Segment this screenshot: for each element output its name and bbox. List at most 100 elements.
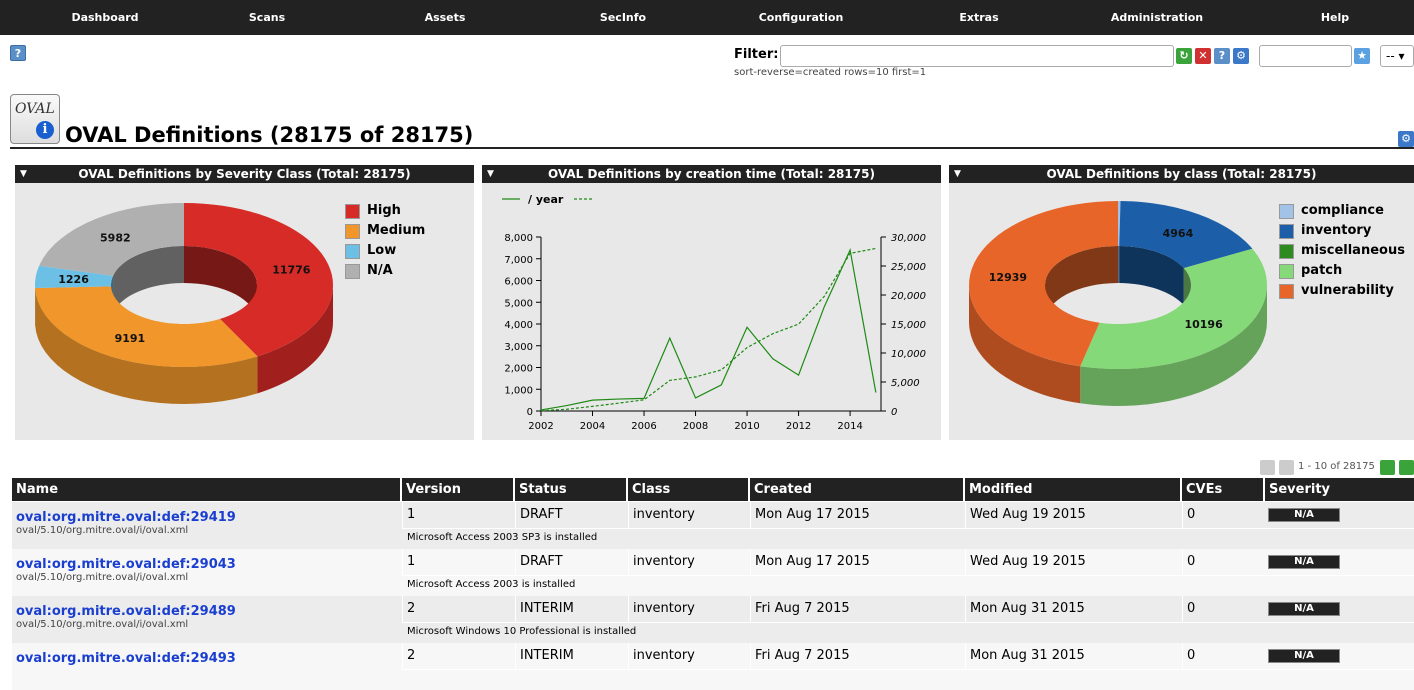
definition-description: Microsoft Windows 10 Professional is ins… <box>402 626 636 637</box>
severity-bar: N/A <box>1268 555 1340 569</box>
oval-icon-text: OVAL <box>15 101 55 117</box>
legend-label-patch: patch <box>1301 263 1342 278</box>
nav-administration[interactable]: Administration <box>1111 0 1203 35</box>
cell-cves: 0 <box>1182 596 1263 622</box>
definition-description: Microsoft Access 2003 SP3 is installed <box>402 532 597 543</box>
y-right-tick-label: 5,000 <box>891 378 920 389</box>
last-page-icon[interactable] <box>1399 460 1414 475</box>
series-per-year-line[interactable] <box>541 250 876 410</box>
col-cves[interactable]: CVEs <box>1182 478 1263 501</box>
cell-status: DRAFT <box>515 549 626 575</box>
first-page-icon[interactable] <box>1260 460 1275 475</box>
row-divider <box>402 622 1414 623</box>
legend-item-low[interactable]: Low <box>345 243 425 263</box>
cell-modified: Mon Aug 31 2015 <box>965 643 1180 669</box>
edit-display-icon[interactable]: ⚙ <box>1398 131 1414 147</box>
col-version[interactable]: Version <box>402 478 513 501</box>
legend-item-miscellaneous[interactable]: miscellaneous <box>1279 243 1405 263</box>
class-label-vulnerability: 12939 <box>989 271 1027 284</box>
legend-swatch-na <box>345 264 360 279</box>
cell-status: DRAFT <box>515 502 626 528</box>
edit-filter-icon[interactable]: ⚙ <box>1233 48 1249 64</box>
legend-label-year: / year <box>528 193 564 206</box>
col-status[interactable]: Status <box>515 478 626 501</box>
col-severity[interactable]: Severity <box>1265 478 1414 501</box>
cell-created: Fri Aug 7 2015 <box>750 643 963 669</box>
panel-class: ▼ OVAL Definitions by class (Total: 2817… <box>949 165 1414 440</box>
nav-assets[interactable]: Assets <box>425 0 466 35</box>
x-tick-label: 2014 <box>837 421 862 432</box>
save-filter-icon[interactable]: ★ <box>1354 48 1370 64</box>
class-label-patch: 10196 <box>1184 318 1223 331</box>
col-created[interactable]: Created <box>750 478 963 501</box>
filter-select[interactable]: -- ▾ <box>1380 45 1414 67</box>
col-class[interactable]: Class <box>628 478 748 501</box>
y-right-tick-label: 10,000 <box>891 349 926 360</box>
nav-help[interactable]: Help <box>1321 0 1349 35</box>
definition-link[interactable]: oval:org.mitre.oval:def:29043 <box>16 557 400 572</box>
table-header: Name Version Status Class Created Modifi… <box>12 478 1414 501</box>
panel-menu-icon[interactable]: ▼ <box>20 165 27 183</box>
class-label-inventory: 4964 <box>1163 227 1194 240</box>
panel-menu-icon[interactable]: ▼ <box>487 165 494 183</box>
severity-label-na: 5982 <box>100 231 131 244</box>
cell-class: inventory <box>628 549 748 575</box>
legend-swatch-miscellaneous <box>1279 244 1294 259</box>
legend-item-inventory[interactable]: inventory <box>1279 223 1405 243</box>
x-tick-label: 2004 <box>580 421 605 432</box>
legend-item-vulnerability[interactable]: vulnerability <box>1279 283 1405 303</box>
nav-configuration[interactable]: Configuration <box>759 0 844 35</box>
legend-label-na: N/A <box>367 263 393 278</box>
panel-creation-time-title: OVAL Definitions by creation time (Total… <box>548 167 875 181</box>
filter-input[interactable] <box>780 45 1174 67</box>
row-divider <box>402 528 1414 529</box>
legend-label-compliance: compliance <box>1301 203 1384 218</box>
y-left-tick-label: 3,000 <box>504 342 533 353</box>
y-right-tick-label: 0 <box>891 407 897 418</box>
help-icon[interactable]: ? <box>10 45 26 61</box>
legend-label-miscellaneous: miscellaneous <box>1301 243 1405 258</box>
col-modified[interactable]: Modified <box>965 478 1180 501</box>
nav-dashboard[interactable]: Dashboard <box>71 0 138 35</box>
legend-swatch-compliance <box>1279 204 1294 219</box>
filter-help-icon[interactable]: ? <box>1214 48 1230 64</box>
legend-item-compliance[interactable]: compliance <box>1279 203 1405 223</box>
legend-label-medium: Medium <box>367 223 425 238</box>
legend-label-inventory: inventory <box>1301 223 1371 238</box>
cell-cves: 0 <box>1182 643 1263 669</box>
definition-link[interactable]: oval:org.mitre.oval:def:29419 <box>16 510 400 525</box>
legend-item-medium[interactable]: Medium <box>345 223 425 243</box>
y-left-tick-label: 5,000 <box>504 298 533 309</box>
next-page-icon[interactable] <box>1380 460 1395 475</box>
top-nav: Dashboard Scans Assets SecInfo Configura… <box>0 0 1414 35</box>
legend-swatch-inventory <box>1279 224 1294 239</box>
panel-menu-icon[interactable]: ▼ <box>954 165 961 183</box>
legend-item-high[interactable]: High <box>345 203 425 223</box>
oval-definitions-icon: OVAL i <box>10 94 60 144</box>
clear-filter-icon[interactable]: ✕ <box>1195 48 1211 64</box>
panel-class-title: OVAL Definitions by class (Total: 28175) <box>1047 167 1317 181</box>
nav-extras[interactable]: Extras <box>959 0 998 35</box>
y-right-tick-label: 25,000 <box>891 262 926 273</box>
definition-link[interactable]: oval:org.mitre.oval:def:29489 <box>16 604 400 619</box>
definition-file: oval/5.10/org.mitre.oval/i/oval.xml <box>16 572 400 583</box>
class-legend: compliance inventory miscellaneous patch… <box>1279 203 1405 303</box>
cell-cves: 0 <box>1182 549 1263 575</box>
x-tick-label: 2008 <box>683 421 708 432</box>
cell-status: INTERIM <box>515 596 626 622</box>
definition-link[interactable]: oval:org.mitre.oval:def:29493 <box>16 651 400 666</box>
refresh-icon[interactable]: ↻ <box>1176 48 1192 64</box>
panel-creation-time: ▼ OVAL Definitions by creation time (Tot… <box>482 165 941 440</box>
row-divider <box>402 669 1414 670</box>
nav-scans[interactable]: Scans <box>249 0 285 35</box>
nav-secinfo[interactable]: SecInfo <box>600 0 646 35</box>
severity-bar: N/A <box>1268 508 1340 522</box>
series-cumulative-line[interactable] <box>541 248 876 410</box>
col-name[interactable]: Name <box>12 478 400 501</box>
filter-name-input[interactable] <box>1259 45 1352 67</box>
legend-item-na[interactable]: N/A <box>345 263 425 283</box>
previous-page-icon[interactable] <box>1279 460 1294 475</box>
y-right-tick-label: 15,000 <box>891 320 926 331</box>
legend-item-patch[interactable]: patch <box>1279 263 1405 283</box>
